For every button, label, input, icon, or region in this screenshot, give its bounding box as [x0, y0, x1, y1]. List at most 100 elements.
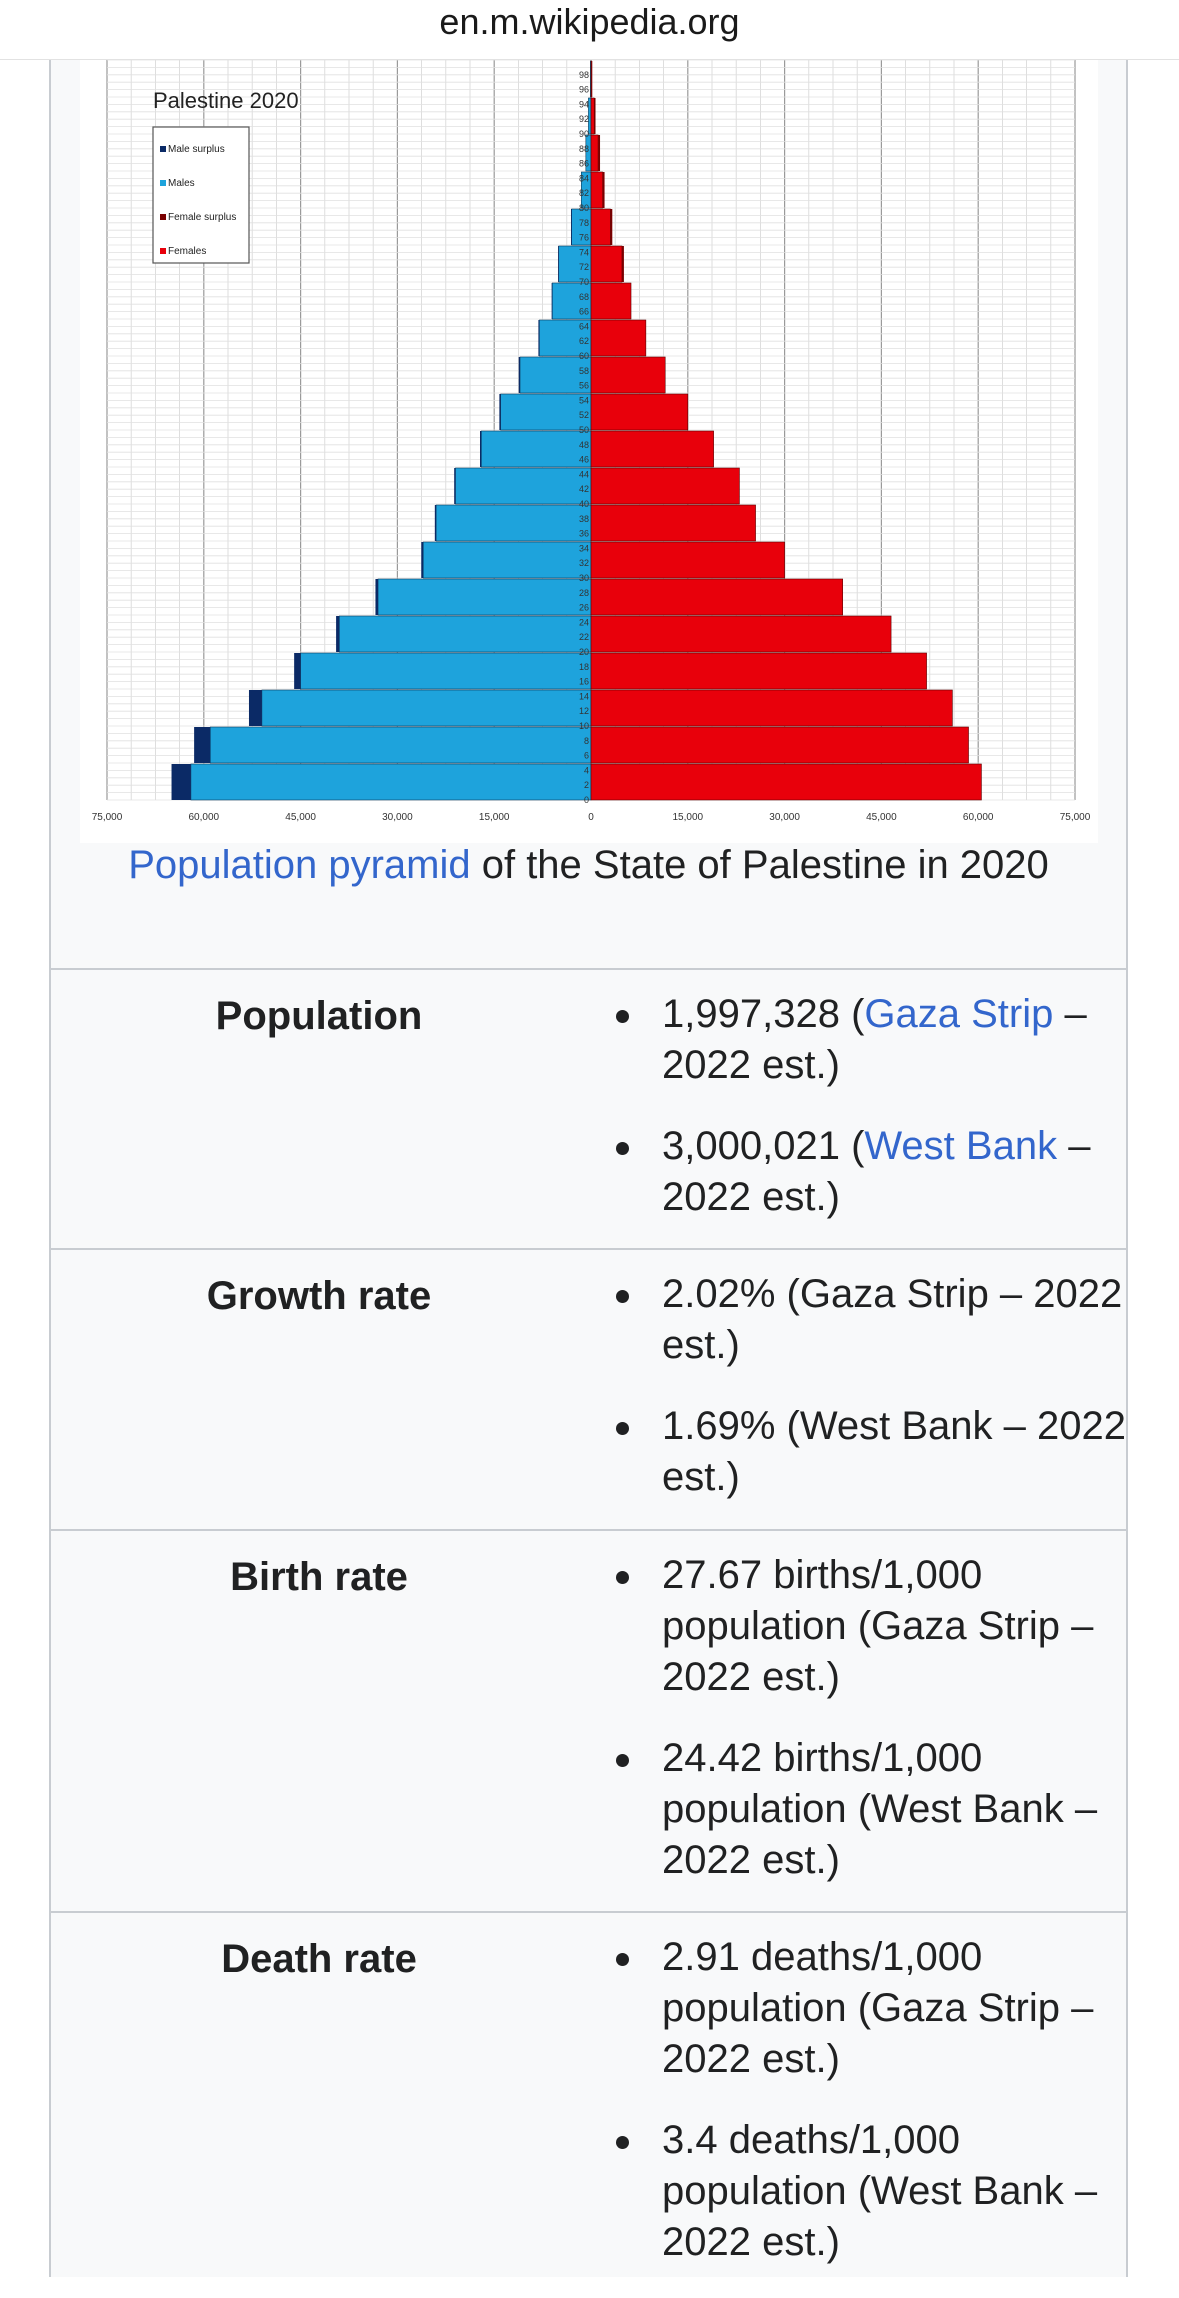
value-list: 27.67 births/1,000 population (Gaza Stri…: [616, 1550, 1128, 1916]
age-tick-label: 30: [579, 573, 589, 583]
age-tick-label: 98: [579, 70, 589, 80]
legend-label: Females: [168, 246, 206, 257]
age-tick-label: 68: [579, 292, 589, 302]
x-tick-label: 30,000: [382, 812, 413, 823]
west-bank-link[interactable]: West Bank: [864, 1124, 1058, 1168]
age-tick-label: 94: [579, 99, 589, 109]
value-list: 2.91 deaths/1,000 population (Gaza Strip…: [616, 1932, 1128, 2298]
legend-swatch: [160, 248, 166, 254]
male-bar: [422, 541, 592, 579]
x-tick-label: 15,000: [479, 812, 510, 823]
row-birth-rate: Birth rate 27.67 births/1,000 population…: [49, 1529, 1128, 1912]
male-surplus-bar: [570, 209, 572, 245]
age-tick-label: 6: [584, 751, 589, 761]
male-surplus-bar: [499, 394, 501, 430]
legend-label: Male surplus: [168, 144, 225, 155]
male-bar: [480, 430, 592, 468]
female-surplus-bar: [621, 246, 624, 282]
age-tick-label: 0: [584, 795, 589, 805]
list-item: 24.42 births/1,000 population (West Bank…: [616, 1733, 1128, 1886]
male-surplus-bar: [194, 727, 211, 763]
age-tick-label: 86: [579, 159, 589, 169]
row-label: Growth rate: [206, 1274, 432, 1318]
legend-swatch: [160, 214, 166, 220]
x-tick-label: 30,000: [769, 812, 800, 823]
female-bar: [590, 726, 969, 764]
female-bar: [590, 652, 927, 690]
age-tick-label: 92: [579, 114, 589, 124]
male-bar: [500, 393, 592, 431]
age-tick-label: 90: [579, 129, 589, 139]
male-bar: [377, 578, 592, 616]
male-surplus-bar: [434, 505, 437, 541]
value-text: – 2022 est.): [662, 1124, 1091, 1219]
age-tick-label: 26: [579, 603, 589, 613]
age-tick-label: 48: [579, 440, 589, 450]
age-tick-label: 52: [579, 410, 589, 420]
age-tick-label: 22: [579, 632, 589, 642]
x-tick-label: 60,000: [963, 812, 994, 823]
age-tick-label: 80: [579, 203, 589, 213]
age-tick-label: 8: [584, 736, 589, 746]
age-tick-label: 50: [579, 425, 589, 435]
age-tick-label: 84: [579, 173, 589, 183]
male-bar: [558, 245, 592, 283]
x-tick-label: 75,000: [92, 812, 123, 823]
female-surplus-bar: [594, 98, 596, 134]
legend-swatch: [160, 180, 166, 186]
age-tick-label: 10: [579, 721, 589, 731]
row-label: Birth rate: [230, 1555, 408, 1599]
male-surplus-bar: [518, 357, 521, 393]
age-tick-label: 74: [579, 247, 589, 257]
value-text: 3,000,021 (: [662, 1124, 865, 1168]
male-surplus-bar: [421, 542, 424, 578]
x-tick-label: 0: [588, 812, 594, 823]
age-tick-label: 2: [584, 780, 589, 790]
age-tick-label: 20: [579, 647, 589, 657]
legend-box: [152, 126, 250, 264]
age-tick-label: 76: [579, 233, 589, 243]
age-tick-label: 82: [579, 188, 589, 198]
population-pyramid-link[interactable]: Population pyramid: [128, 843, 471, 887]
male-bar: [539, 319, 592, 357]
x-tick-label: 45,000: [285, 812, 316, 823]
female-bar: [590, 134, 599, 172]
list-item: 2.02% (Gaza Strip – 2022 est.): [616, 1269, 1128, 1371]
age-tick-label: 62: [579, 336, 589, 346]
female-bar: [590, 578, 843, 616]
age-tick-label: 88: [579, 144, 589, 154]
value-list: 1,997,328 (Gaza Strip – 2022 est.) 3,000…: [616, 989, 1128, 1253]
male-bar: [435, 504, 592, 542]
age-tick-label: 60: [579, 351, 589, 361]
male-bar: [261, 689, 592, 727]
age-tick-label: 64: [579, 321, 589, 331]
age-tick-label: 28: [579, 588, 589, 598]
age-tick-label: 32: [579, 558, 589, 568]
gaza-strip-link[interactable]: Gaza Strip: [864, 992, 1054, 1036]
list-item: 1.69% (West Bank – 2022 est.): [616, 1401, 1128, 1503]
female-surplus-bar: [602, 172, 605, 208]
browser-url-bar[interactable]: en.m.wikipedia.org: [0, 0, 1179, 60]
legend-label: Female surplus: [168, 212, 236, 223]
row-population: Population 1,997,328 (Gaza Strip – 2022 …: [49, 968, 1128, 1249]
female-bar: [590, 208, 611, 246]
female-bar: [590, 541, 785, 579]
x-tick-label: 15,000: [673, 812, 704, 823]
male-surplus-bar: [558, 246, 559, 282]
age-tick-label: 38: [579, 514, 589, 524]
row-label: Death rate: [221, 1937, 417, 1981]
female-bar: [590, 282, 632, 320]
value-text: 1,997,328 (: [662, 992, 865, 1036]
age-tick-label: 66: [579, 307, 589, 317]
female-bar: [590, 504, 756, 542]
population-pyramid-chart[interactable]: 0 2 4 6 8 10 12 14 16 18 20 22 24 26 28 30 32 34 36 38 40 42 4…: [80, 59, 1098, 843]
age-tick-label: 42: [579, 484, 589, 494]
url-text: en.m.wikipedia.org: [439, 1, 740, 42]
female-surplus-bar: [591, 61, 593, 97]
age-tick-label: 78: [579, 218, 589, 228]
female-bar: [590, 60, 592, 98]
male-bar: [300, 652, 592, 690]
female-bar: [590, 689, 953, 727]
female-bar: [590, 467, 740, 505]
legend-label: Males: [168, 178, 195, 189]
